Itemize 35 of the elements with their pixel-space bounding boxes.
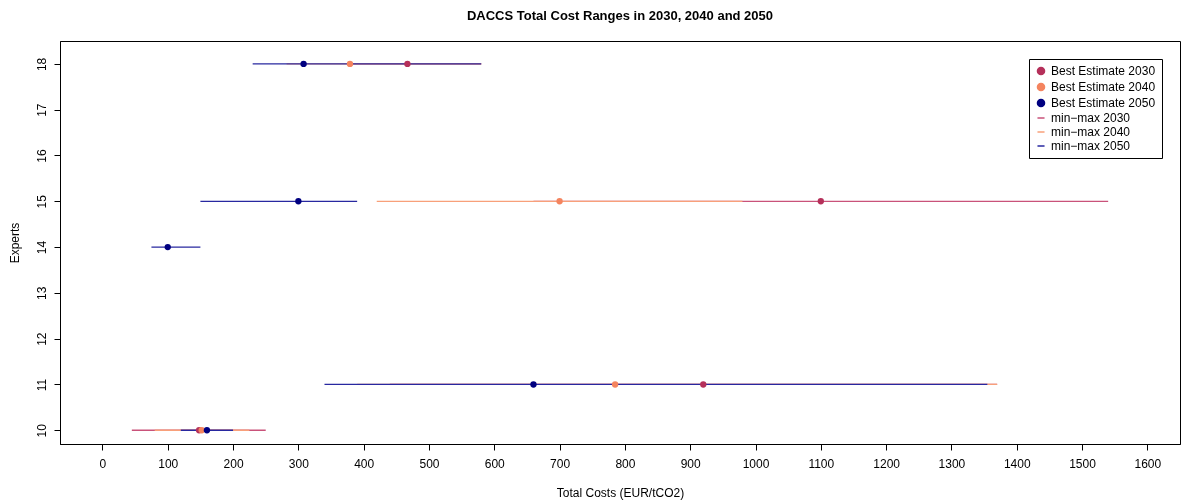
- legend-label: Best Estimate 2040: [1051, 80, 1156, 94]
- y-tick-label: 11: [34, 378, 49, 392]
- legend-label: min−max 2050: [1051, 139, 1131, 153]
- x-tick-label: 600: [484, 456, 506, 471]
- legend-label: min−max 2040: [1051, 125, 1131, 139]
- x-tick-label: 700: [550, 456, 571, 471]
- x-tick-label: 1200: [873, 456, 901, 471]
- x-tick-label: 1500: [1069, 456, 1097, 471]
- x-tick-label: 100: [158, 456, 179, 471]
- y-axis-title: Experts: [7, 222, 22, 264]
- y-tick-label: 18: [34, 57, 49, 72]
- x-tick-label: 300: [288, 456, 310, 471]
- x-tick-label: 800: [615, 456, 636, 471]
- y-tick-label: 15: [34, 194, 49, 209]
- y-tick-label: 12: [34, 332, 49, 346]
- x-tick-label: 1300: [938, 456, 966, 471]
- y-tick-label: 10: [34, 423, 49, 438]
- x-tick-label: 1400: [1003, 456, 1031, 471]
- y-tick-label: 16: [34, 148, 49, 163]
- y-tick-label: 17: [34, 103, 49, 117]
- legend-label: Best Estimate 2050: [1051, 96, 1156, 110]
- x-tick-label: 1100: [808, 456, 835, 471]
- legend-label: min−max 2030: [1051, 111, 1131, 125]
- chart-title: DACCS Total Cost Ranges in 2030, 2040 and 2050: [466, 8, 774, 23]
- x-tick-label: 1600: [1134, 456, 1162, 471]
- x-tick-label: 1000: [742, 456, 770, 471]
- y-tick-label: 14: [34, 240, 49, 255]
- x-tick-label: 0: [99, 456, 107, 471]
- x-axis-title: Total Costs (EUR/tCO2): [556, 485, 685, 500]
- y-tick-label: 13: [34, 286, 49, 301]
- x-tick-label: 500: [419, 456, 440, 471]
- x-tick-label: 400: [354, 456, 375, 471]
- legend-label: Best Estimate 2030: [1051, 64, 1156, 78]
- x-tick-label: 900: [680, 456, 702, 471]
- x-tick-label: 200: [223, 456, 244, 471]
